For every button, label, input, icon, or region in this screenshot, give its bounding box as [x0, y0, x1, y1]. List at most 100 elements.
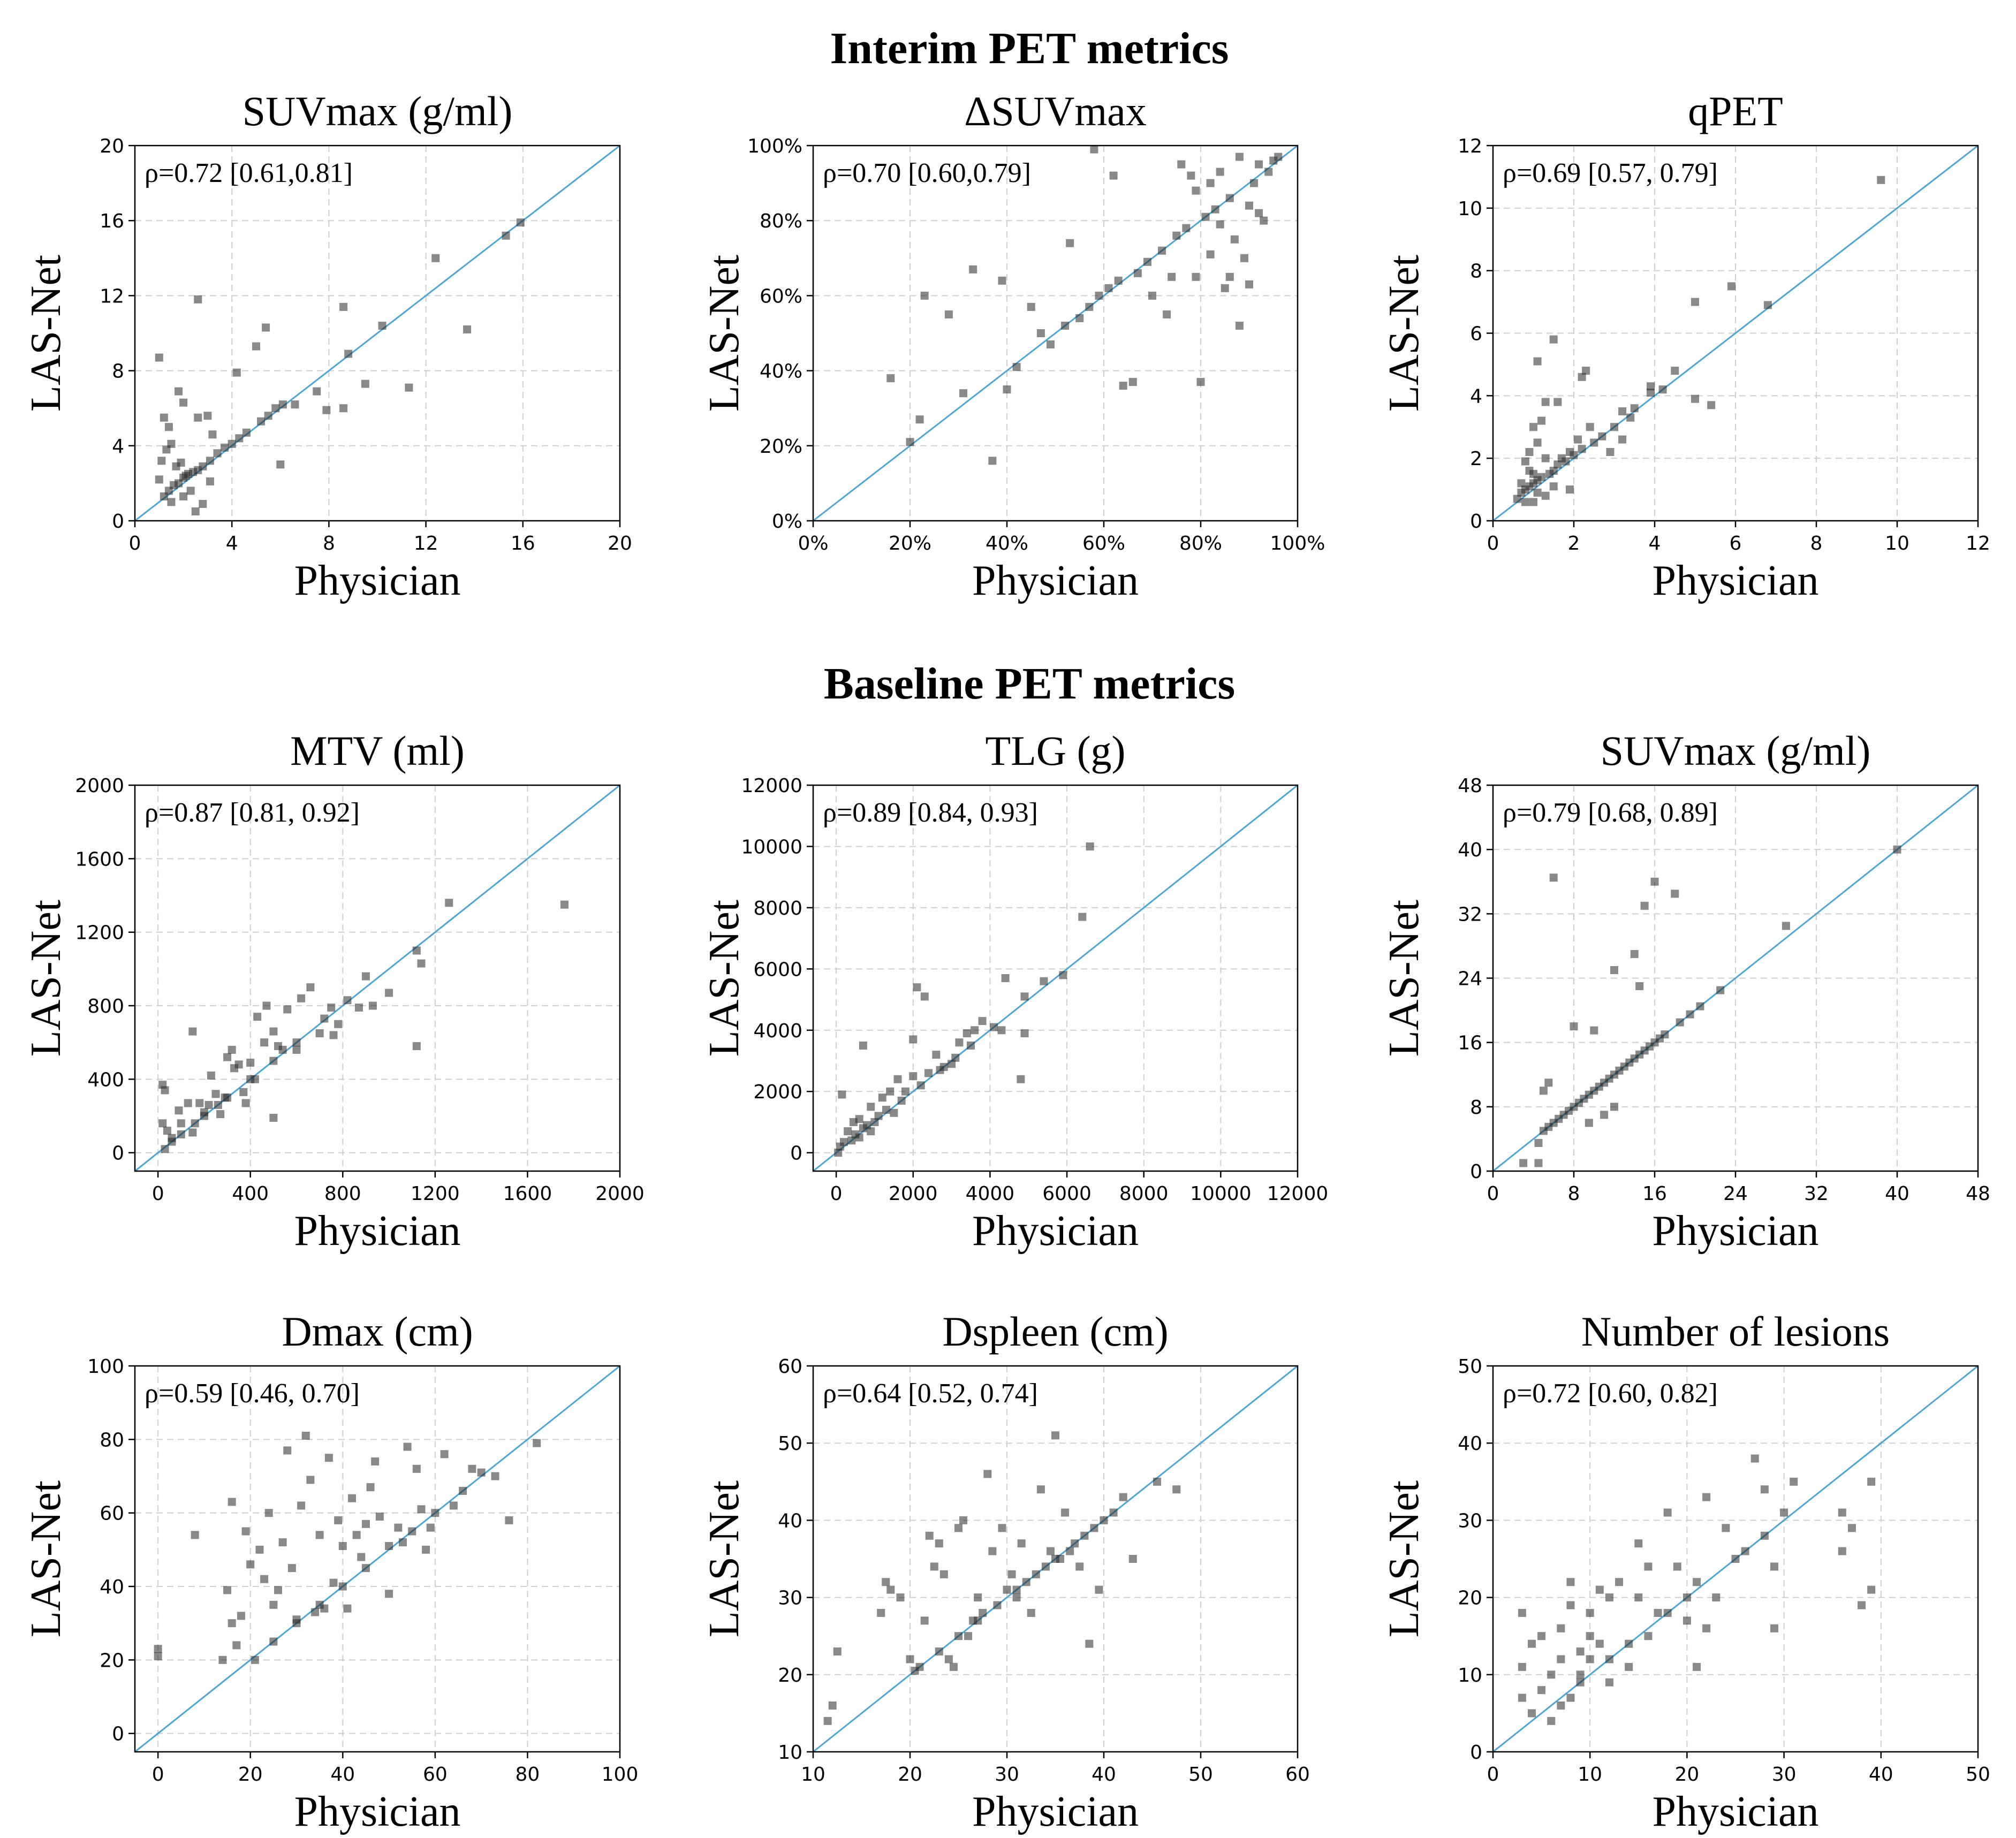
data-point — [1128, 1555, 1137, 1563]
data-point — [935, 1539, 943, 1548]
data-point — [533, 1439, 541, 1447]
data-point — [175, 1106, 183, 1115]
data-point — [154, 1652, 162, 1660]
data-point — [191, 507, 200, 515]
x-tick-label: 400 — [232, 1183, 269, 1205]
data-point — [1192, 272, 1200, 281]
data-point — [1525, 447, 1534, 456]
data-point — [274, 1586, 282, 1594]
data-point — [1696, 1002, 1704, 1011]
data-point — [223, 1093, 232, 1102]
scatter-panel-1: 0 4 8 12 16 20 0 4 8 12 16 20 SUVmax (g/ml) Physician… — [22, 88, 632, 604]
data-point — [1078, 913, 1087, 921]
x-tick-label: 8 — [1568, 1183, 1580, 1205]
x-tick-label: 6 — [1730, 533, 1742, 555]
data-point — [1549, 335, 1558, 344]
data-point — [855, 1133, 863, 1142]
data-point — [1553, 398, 1562, 406]
data-point — [959, 1516, 968, 1524]
data-point — [974, 1616, 982, 1625]
data-point — [1722, 1524, 1730, 1532]
y-tick-label: 30 — [1458, 1510, 1482, 1532]
y-tick-label: 20 — [778, 1665, 802, 1687]
data-point — [1085, 1639, 1094, 1648]
data-point — [916, 1081, 925, 1090]
data-point — [204, 1100, 213, 1109]
data-point — [870, 1118, 879, 1126]
x-axis-label: Physician — [1652, 1788, 1818, 1835]
data-point — [1578, 373, 1586, 381]
data-point — [246, 1560, 255, 1569]
data-point — [292, 1038, 301, 1047]
x-axis-label: Physician — [294, 1788, 460, 1835]
data-point — [338, 1582, 347, 1591]
data-point — [315, 1600, 324, 1609]
data-point — [297, 994, 306, 1002]
data-point — [232, 368, 241, 377]
data-point — [412, 946, 421, 955]
data-point — [253, 1013, 262, 1021]
data-point — [191, 1119, 199, 1128]
y-axis-label: LAS-Net — [22, 900, 70, 1057]
data-point — [1090, 145, 1098, 154]
y-tick-label: 4 — [112, 436, 124, 458]
y-axis-label: LAS-Net — [1381, 255, 1428, 412]
data-point — [339, 302, 348, 311]
data-point — [1770, 1562, 1778, 1571]
data-point — [1168, 272, 1176, 281]
y-tick-label: 20 — [100, 1650, 124, 1672]
data-point — [1671, 890, 1679, 898]
y-tick-label: 10000 — [741, 836, 802, 858]
data-point — [1196, 378, 1205, 386]
scatter-panel-2: 0% 20% 40% 60% 80% 100% 0% 20% 40% 60% 80% 100% ΔSUV… — [701, 88, 1325, 604]
data-point — [828, 1701, 837, 1710]
data-point — [1635, 982, 1644, 991]
data-point — [1716, 986, 1725, 994]
data-point — [1663, 1508, 1672, 1517]
data-point — [1770, 1624, 1778, 1632]
x-tick-label: 80% — [1179, 533, 1222, 555]
y-tick-label: 24 — [1458, 968, 1482, 990]
data-point — [1158, 246, 1166, 255]
data-point — [1566, 1578, 1575, 1586]
data-point — [1177, 160, 1186, 169]
y-tick-label: 40 — [100, 1576, 124, 1598]
data-point — [329, 1031, 338, 1039]
data-point — [1682, 1616, 1691, 1625]
data-point — [1541, 398, 1550, 406]
data-point — [993, 1601, 1002, 1609]
data-point — [361, 379, 369, 388]
x-tick-label: 4 — [1649, 533, 1661, 555]
data-point — [431, 254, 440, 262]
x-tick-label: 6000 — [1042, 1183, 1092, 1205]
data-point — [1539, 1127, 1548, 1135]
correlation-annotation: ρ=0.69 [0.57, 0.79] — [1503, 158, 1718, 188]
x-tick-label: 12000 — [1267, 1183, 1329, 1205]
data-point — [882, 1578, 890, 1586]
data-point — [1012, 1593, 1021, 1602]
y-tick-label: 0 — [112, 1723, 124, 1745]
data-point — [199, 462, 207, 470]
data-point — [909, 1035, 918, 1044]
data-point — [292, 1045, 301, 1054]
data-point — [1867, 1477, 1876, 1486]
data-point — [1574, 435, 1582, 444]
data-point — [269, 1113, 278, 1122]
data-point — [849, 1118, 858, 1126]
data-point — [1230, 235, 1239, 244]
data-point — [440, 1450, 449, 1459]
scatter-panel-4: 0 400 800 1200 1600 2000 0 400 800 1200 1600 2000 MT… — [22, 727, 645, 1255]
panel-title: TLG (g) — [985, 727, 1125, 774]
data-point — [847, 1136, 856, 1145]
data-point — [1012, 363, 1021, 371]
y-axis-label: LAS-Net — [701, 255, 748, 412]
data-point — [936, 1066, 944, 1074]
data-point — [1760, 1485, 1769, 1494]
data-point — [1109, 171, 1118, 180]
data-point — [271, 404, 280, 413]
data-point — [1595, 1639, 1604, 1648]
y-tick-label: 2000 — [753, 1081, 802, 1103]
data-point — [1119, 1493, 1127, 1501]
data-point — [242, 428, 251, 437]
y-tick-label: 4 — [1470, 385, 1482, 407]
